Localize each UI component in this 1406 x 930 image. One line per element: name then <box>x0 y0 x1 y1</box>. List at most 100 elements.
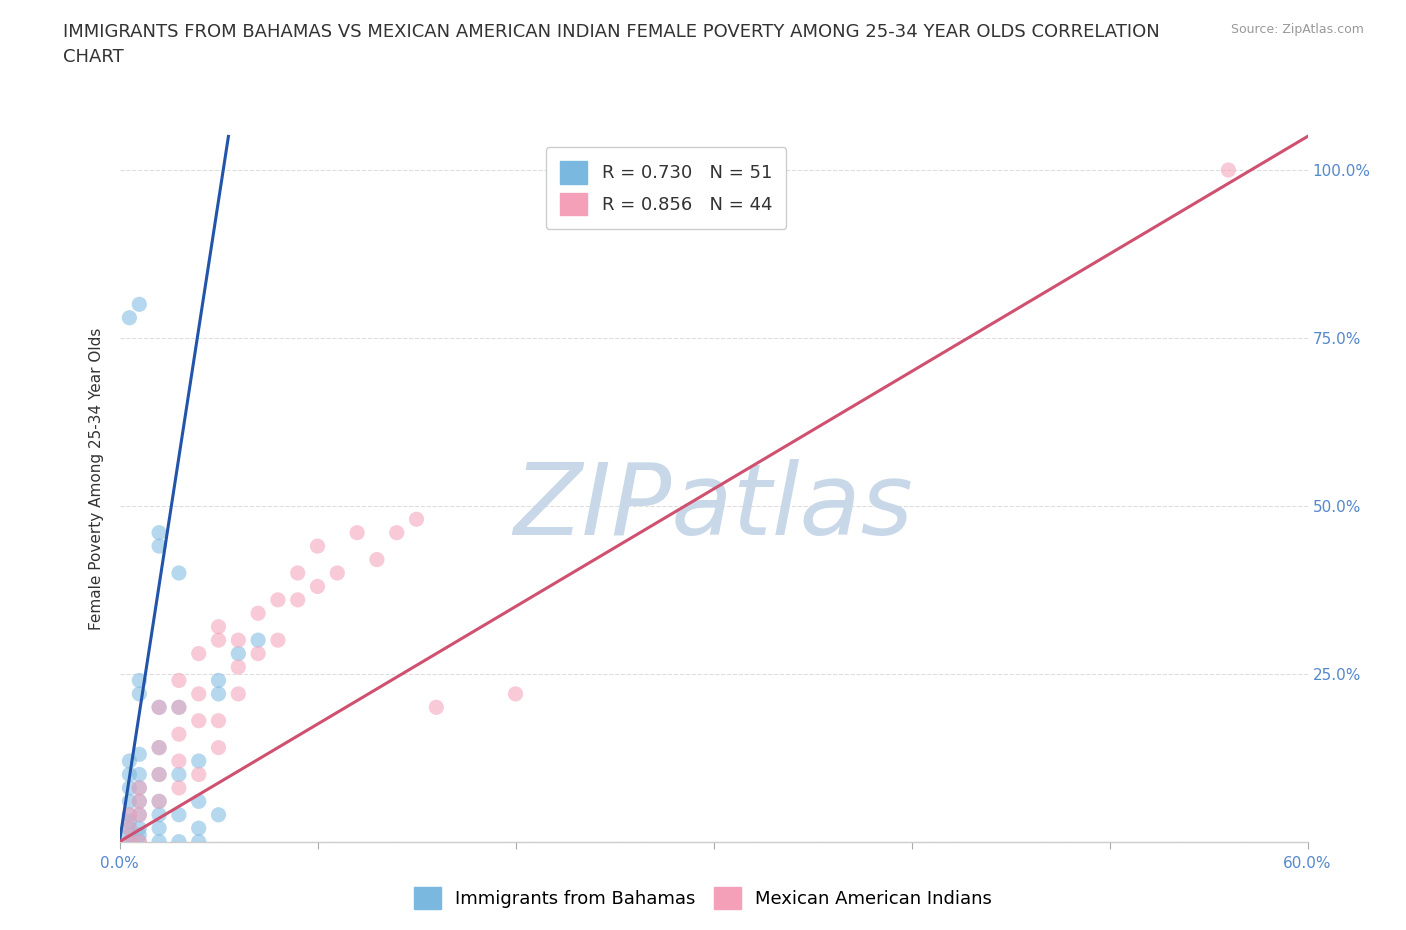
Point <box>148 538 170 553</box>
Point <box>118 807 141 822</box>
Point <box>425 700 447 715</box>
Text: IMMIGRANTS FROM BAHAMAS VS MEXICAN AMERICAN INDIAN FEMALE POVERTY AMONG 25-34 YE: IMMIGRANTS FROM BAHAMAS VS MEXICAN AMERI… <box>63 23 1160 66</box>
Point <box>267 592 290 607</box>
Point <box>118 767 141 782</box>
Point <box>287 565 309 580</box>
Point <box>167 700 190 715</box>
Point <box>167 807 190 822</box>
Point <box>128 874 150 889</box>
Point <box>128 847 150 862</box>
Point <box>207 807 229 822</box>
Point <box>247 632 270 647</box>
Text: Source: ZipAtlas.com: Source: ZipAtlas.com <box>1230 23 1364 36</box>
Point <box>118 888 141 903</box>
Legend: Immigrants from Bahamas, Mexican American Indians: Immigrants from Bahamas, Mexican America… <box>406 880 1000 916</box>
Point <box>118 821 141 836</box>
Point <box>307 538 329 553</box>
Point <box>128 780 150 795</box>
Point <box>128 834 150 849</box>
Point <box>207 713 229 728</box>
Point <box>167 565 190 580</box>
Point <box>228 659 250 674</box>
Point <box>167 673 190 688</box>
Point <box>118 828 141 843</box>
Point <box>167 726 190 741</box>
Point <box>128 828 150 843</box>
Point <box>187 713 209 728</box>
Text: ZIPatlas: ZIPatlas <box>513 459 914 556</box>
Point <box>167 753 190 768</box>
Point <box>128 686 150 701</box>
Point <box>187 794 209 809</box>
Point <box>167 780 190 795</box>
Point <box>385 525 408 540</box>
Point <box>128 794 150 809</box>
Point <box>187 646 209 661</box>
Point <box>247 605 270 620</box>
Point <box>128 807 150 822</box>
Point <box>167 700 190 715</box>
Point <box>405 512 427 526</box>
Point <box>148 807 170 822</box>
Point <box>118 753 141 768</box>
Point <box>167 767 190 782</box>
Point <box>148 740 170 755</box>
Point <box>228 646 250 661</box>
Point <box>207 686 229 701</box>
Point <box>1218 163 1240 178</box>
Point <box>207 874 229 889</box>
Point <box>118 821 141 836</box>
Point <box>187 821 209 836</box>
Point <box>247 646 270 661</box>
Point <box>128 780 150 795</box>
Point <box>228 632 250 647</box>
Point <box>128 297 150 312</box>
Point <box>187 834 209 849</box>
Point <box>148 700 170 715</box>
Point <box>118 311 141 325</box>
Point <box>366 552 388 567</box>
Point <box>118 861 141 876</box>
Point <box>207 673 229 688</box>
Point <box>207 632 229 647</box>
Point <box>128 767 150 782</box>
Point <box>148 767 170 782</box>
Point <box>128 861 150 876</box>
Point <box>207 740 229 755</box>
Point <box>118 834 141 849</box>
Point <box>118 780 141 795</box>
Point <box>128 821 150 836</box>
Point <box>118 814 141 829</box>
Point <box>128 834 150 849</box>
Point <box>187 767 209 782</box>
Point <box>148 767 170 782</box>
Point <box>148 861 170 876</box>
Point <box>267 632 290 647</box>
Point <box>167 834 190 849</box>
Point <box>307 579 329 594</box>
Point <box>128 794 150 809</box>
Point <box>128 807 150 822</box>
Point <box>148 834 170 849</box>
Point <box>148 700 170 715</box>
Point <box>346 525 368 540</box>
Point <box>326 565 349 580</box>
Point <box>148 740 170 755</box>
Point <box>128 673 150 688</box>
Point <box>148 821 170 836</box>
Point <box>128 747 150 762</box>
Point <box>187 753 209 768</box>
Point <box>187 686 209 701</box>
Point <box>148 794 170 809</box>
Point <box>118 874 141 889</box>
Point <box>287 592 309 607</box>
Point <box>207 619 229 634</box>
Point <box>228 686 250 701</box>
Point <box>505 686 527 701</box>
Point <box>148 525 170 540</box>
Legend: R = 0.730   N = 51, R = 0.856   N = 44: R = 0.730 N = 51, R = 0.856 N = 44 <box>546 147 786 229</box>
Point <box>148 794 170 809</box>
Point <box>118 807 141 822</box>
Point <box>118 834 141 849</box>
Point <box>118 847 141 862</box>
